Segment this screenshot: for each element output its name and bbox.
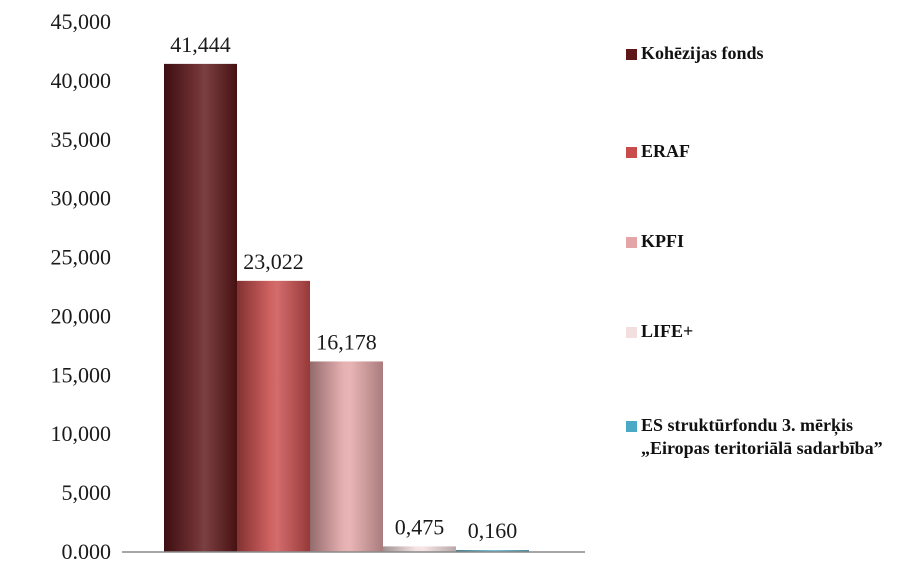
legend-item: ERAF <box>626 140 690 163</box>
legend-swatch <box>626 327 637 338</box>
y-tick-label: 15,000 <box>51 362 112 387</box>
y-tick-label: 30,000 <box>51 186 112 211</box>
y-tick-label: 40,000 <box>51 68 112 93</box>
legend-item: ES struktūrfondu 3. mērķis „Eiropas terit… <box>626 414 883 460</box>
data-label-2: 23,022 <box>243 249 304 274</box>
legend-item: KPFI <box>626 230 684 253</box>
bar-5 <box>456 550 529 552</box>
legend-label: Kohēzijas fonds <box>641 42 764 65</box>
bar-2 <box>237 280 310 552</box>
legend-label-line: ES struktūrfondu 3. mērķis <box>641 415 854 435</box>
legend-label: ERAF <box>641 140 690 163</box>
legend-item: LIFE+ <box>626 320 693 343</box>
bar-3 <box>310 361 383 552</box>
legend-swatch <box>626 237 637 248</box>
legend-label: ES struktūrfondu 3. mērķis „Eiropas terit… <box>641 414 883 460</box>
y-axis-tick-labels: 45,000 40,000 35,000 30,000 25,000 20,000 15,0… <box>51 9 112 562</box>
y-tick-label: 0.000 <box>62 539 112 562</box>
y-tick-label: 35,000 <box>51 127 112 152</box>
y-tick-label: 20,000 <box>51 303 112 328</box>
legend-label: LIFE+ <box>641 320 693 343</box>
legend-swatch <box>626 147 637 158</box>
data-label-3: 16,178 <box>316 329 377 354</box>
legend-label-line: Kohēzijas fonds <box>641 43 764 63</box>
legend-item: Kohēzijas fonds <box>626 42 764 65</box>
legend-label-line: „Eiropas teritoriālā sadarbība” <box>641 438 883 458</box>
legend-label-line: LIFE+ <box>641 321 694 341</box>
legend-swatch <box>626 49 637 60</box>
data-labels: 41,444 23,022 16,178 0,475 0,160 <box>170 32 517 543</box>
data-label-1: 41,444 <box>170 32 231 57</box>
y-tick-label: 10,000 <box>51 421 112 446</box>
legend-label: KPFI <box>641 230 684 253</box>
y-tick-label: 45,000 <box>51 9 112 34</box>
legend-swatch <box>626 421 637 432</box>
y-tick-label: 5,000 <box>62 480 112 505</box>
legend-label-line: ERAF <box>641 141 690 161</box>
bars <box>164 63 529 553</box>
data-label-4: 0,475 <box>395 514 445 539</box>
bar-4 <box>383 546 456 552</box>
data-label-5: 0,160 <box>468 518 518 543</box>
legend-label-line: KPFI <box>641 231 684 251</box>
bar-1 <box>164 63 237 553</box>
y-tick-label: 25,000 <box>51 245 112 270</box>
